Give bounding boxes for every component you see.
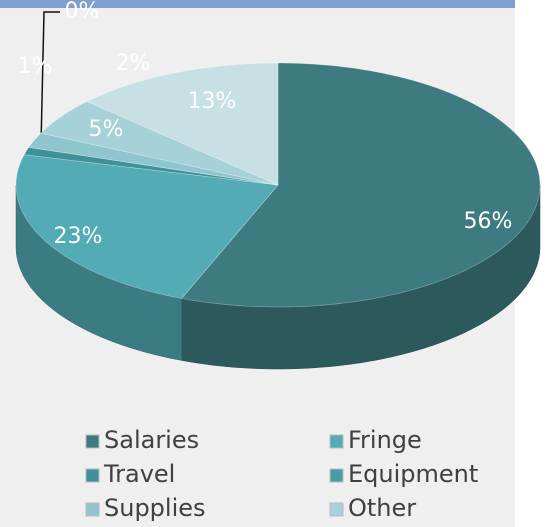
leader-line [40,11,60,146]
slice-side [15,184,182,361]
legend-label: Salaries [104,426,199,454]
data-label: 13% [188,89,237,114]
legend-label: Supplies [104,494,206,522]
legend-label: Travel [103,460,175,488]
top-band [0,0,515,8]
data-label: 23% [54,224,103,249]
slice [180,62,541,308]
legend-swatch [329,468,344,483]
slice [28,132,279,186]
data-label: 56% [464,209,513,234]
slice [40,101,279,186]
legend-label: Other [348,494,416,522]
legend-label: Fringe [348,426,422,454]
data-label: 2% [116,51,151,76]
slice [15,154,279,299]
legend-swatch [85,502,100,517]
legend-swatch [329,502,344,517]
legend-swatch [85,434,100,449]
slice [86,62,279,186]
legend-swatch [85,468,100,483]
data-label: 1% [18,54,53,79]
data-label: 0% [65,0,100,24]
data-label: 5% [89,117,124,142]
legend-swatch [329,434,344,449]
legend-label: Equipment [348,460,478,488]
